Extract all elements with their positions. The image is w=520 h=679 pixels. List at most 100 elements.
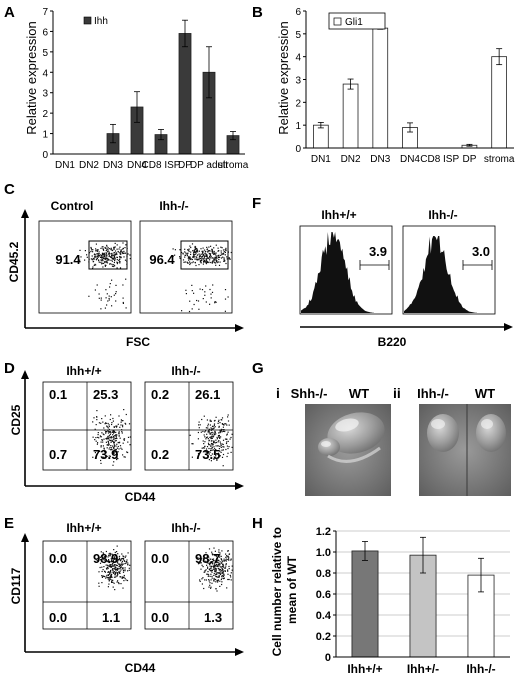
event-dot (102, 249, 104, 251)
event-dot (105, 252, 108, 254)
event-dot (209, 582, 211, 584)
panel-e-title-ko: Ihh-/- (171, 521, 200, 535)
dot-cloud (189, 414, 233, 467)
event-dot (214, 431, 216, 433)
event-dot (227, 414, 229, 416)
event-dot (103, 559, 105, 561)
event-dot (101, 418, 103, 420)
event-dot (222, 465, 224, 467)
gate-value: 91.4 (55, 252, 81, 267)
event-dot (196, 299, 198, 302)
event-dot (112, 561, 115, 564)
event-dot (109, 436, 111, 438)
event-dot (225, 250, 227, 252)
event-dot (202, 247, 204, 249)
event-dot (122, 442, 124, 444)
event-dot (230, 451, 232, 453)
event-dot (202, 253, 204, 255)
dot-cloud (79, 242, 131, 310)
event-dot (220, 436, 222, 438)
event-dot (200, 262, 202, 264)
event-dot (213, 442, 215, 444)
event-dot (109, 578, 111, 581)
event-dot (199, 257, 201, 260)
event-dot (204, 446, 206, 448)
event-dot (209, 584, 211, 586)
event-dot (174, 249, 176, 251)
event-dot (119, 426, 121, 428)
event-dot (209, 432, 212, 434)
event-dot (111, 423, 113, 426)
event-dot (221, 566, 223, 568)
event-dot (202, 430, 204, 433)
panel-c-title-ihh-ko: Ihh-/- (159, 199, 188, 213)
event-dot (191, 308, 193, 310)
event-dot (212, 558, 214, 560)
event-dot (223, 446, 225, 448)
event-dot (100, 559, 102, 561)
panel-e-ko-plot: 0.0 98.7 0.0 1.3 (144, 540, 234, 630)
event-dot (188, 250, 190, 252)
event-dot (206, 419, 208, 421)
event-dot (104, 253, 106, 255)
event-dot (120, 256, 122, 258)
event-dot (215, 439, 217, 441)
event-dot (210, 562, 212, 564)
event-dot (215, 441, 218, 444)
event-dot (114, 567, 116, 569)
event-dot (111, 564, 113, 566)
event-dot (112, 445, 114, 447)
event-dot (217, 565, 219, 567)
event-dot (110, 566, 113, 568)
plot-frame (38, 220, 132, 314)
quadrant-ul: 0.1 (49, 387, 67, 402)
event-dot (217, 579, 219, 581)
event-dot (221, 417, 224, 419)
event-dot (225, 247, 227, 249)
event-dot (106, 257, 108, 260)
event-dot (191, 262, 193, 264)
event-dot (112, 430, 114, 432)
event-dot (227, 296, 229, 298)
event-dot (212, 260, 214, 262)
event-dot (218, 436, 220, 438)
event-dot (106, 426, 108, 428)
event-dot (121, 563, 123, 565)
event-dot (219, 566, 222, 568)
event-dot (179, 249, 181, 251)
event-dot (107, 258, 109, 260)
event-dot (109, 431, 112, 433)
event-dot (184, 254, 186, 256)
event-dot (211, 445, 213, 447)
event-dot (108, 297, 110, 300)
event-dot (224, 567, 226, 569)
event-dot (195, 264, 197, 267)
event-dot (218, 452, 220, 454)
event-dot (226, 256, 228, 258)
y-tick-label: 6 (295, 7, 301, 18)
event-dot (113, 450, 115, 452)
event-dot (214, 257, 216, 259)
event-dot (97, 256, 99, 258)
event-dot (113, 438, 115, 440)
panel-d-x-arrowhead (235, 482, 244, 490)
event-dot (127, 552, 129, 554)
event-dot (205, 262, 207, 264)
event-dot (101, 576, 103, 578)
event-dot (209, 419, 211, 421)
event-dot (116, 437, 118, 440)
event-dot (214, 448, 216, 450)
event-dot (102, 552, 104, 554)
event-dot (128, 423, 131, 425)
event-dot (122, 587, 124, 589)
event-dot (215, 581, 217, 583)
event-dot (197, 251, 199, 253)
event-dot (227, 573, 229, 575)
event-dot (193, 253, 195, 256)
event-dot (111, 559, 113, 561)
event-dot (111, 252, 113, 255)
event-dot (95, 440, 97, 442)
event-dot (201, 252, 204, 254)
event-dot (220, 444, 222, 447)
event-dot (228, 565, 230, 568)
